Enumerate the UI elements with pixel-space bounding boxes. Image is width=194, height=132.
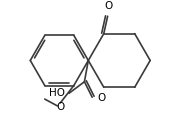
Text: O: O bbox=[105, 1, 113, 11]
Text: O: O bbox=[56, 102, 64, 112]
Text: HO: HO bbox=[49, 88, 65, 98]
Text: O: O bbox=[97, 93, 105, 103]
